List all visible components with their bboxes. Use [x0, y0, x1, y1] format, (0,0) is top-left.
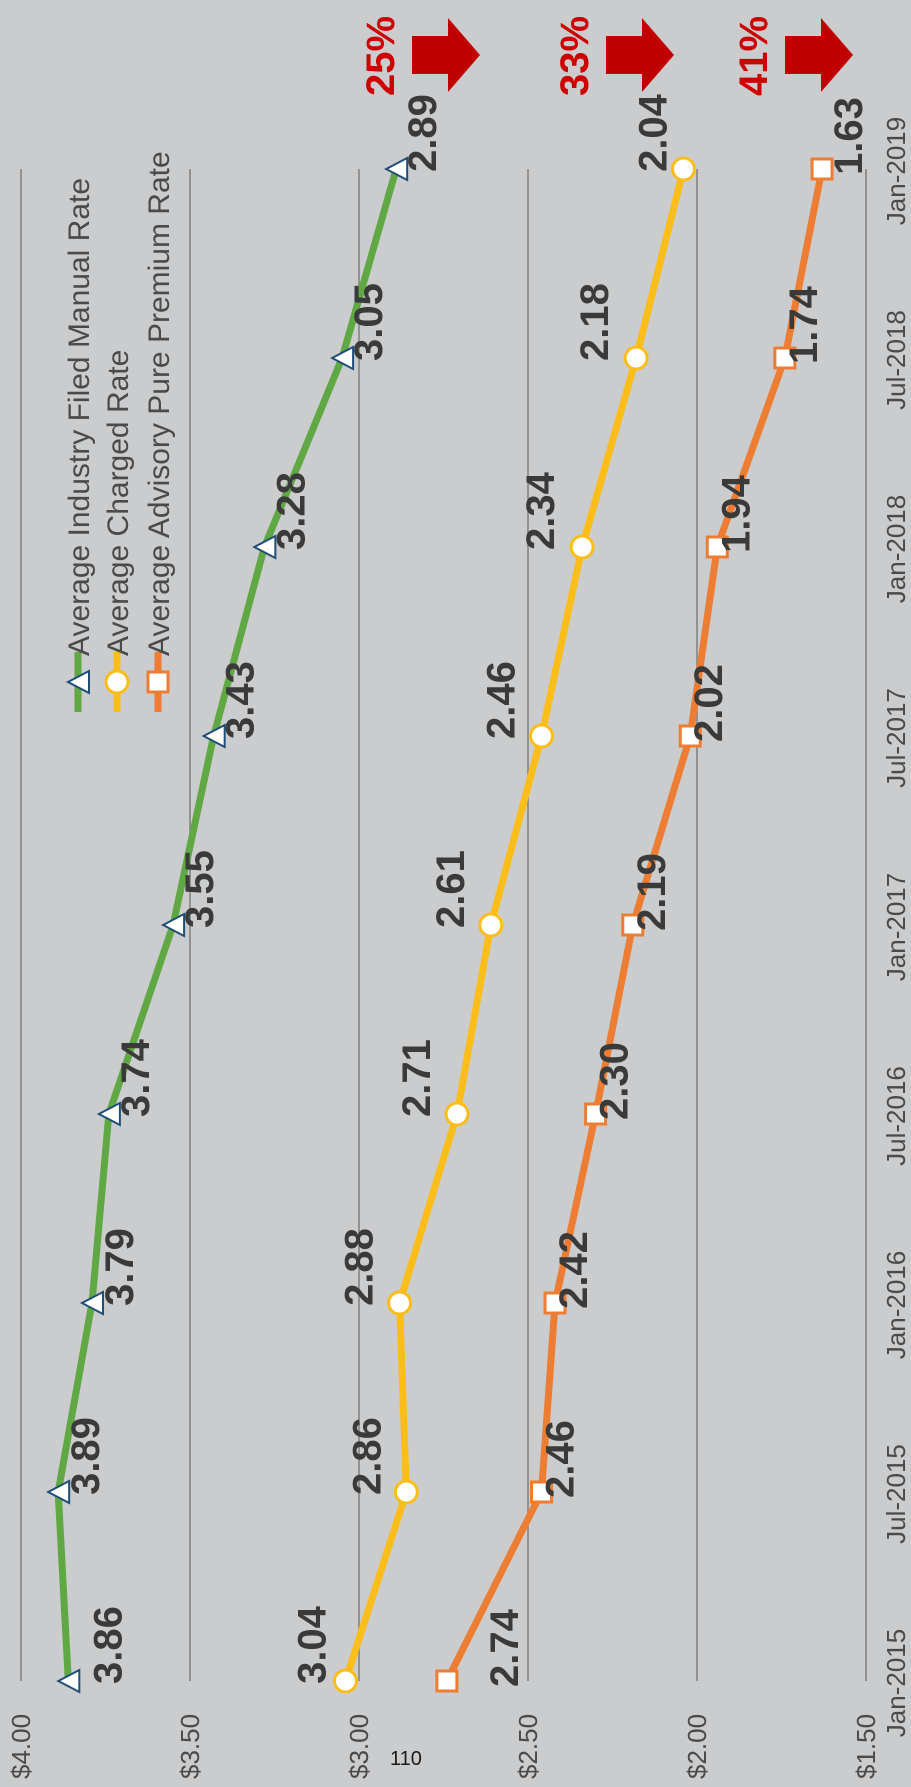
data-label: 3.28 [269, 472, 313, 550]
data-label: 2.74 [483, 1608, 527, 1687]
data-label: 2.71 [395, 1039, 439, 1117]
decline-annotation: 33% [553, 16, 674, 96]
decline-percent: 33% [553, 16, 597, 96]
series-1: 3.04 2.86 2.88 2.71 2.61 2.46 2.34 2.18 2.04 [290, 93, 696, 1694]
data-point [530, 1480, 554, 1504]
decline-annotation: 25% [359, 16, 480, 96]
y-tick-label: $1.50 [851, 1714, 881, 1779]
data-point [96, 1101, 121, 1127]
data-point [773, 346, 797, 370]
arrow-icon [412, 18, 480, 92]
data-point [569, 534, 595, 560]
data-label: 2.18 [573, 283, 617, 361]
data-point [678, 724, 702, 748]
x-tick-label: Jan-2019 [881, 117, 911, 225]
data-label: 3.04 [290, 1605, 334, 1684]
decline-annotation: 41% [732, 16, 853, 96]
data-point [387, 1290, 413, 1316]
data-label: 2.04 [631, 93, 675, 172]
series-2: 2.74 2.46 2.42 2.30 2.19 2.02 1.94 1.74 1.63 [435, 97, 871, 1693]
x-tick-label: Jul-2017 [881, 688, 911, 788]
decline-percent: 25% [359, 16, 403, 96]
data-label: 3.43 [219, 661, 263, 739]
data-point [810, 157, 834, 181]
data-point [444, 1101, 470, 1127]
y-tick-label: $2.50 [513, 1714, 543, 1779]
data-point [252, 534, 277, 560]
x-tick-label: Jul-2016 [881, 1066, 911, 1166]
page-number: 110 [390, 1748, 422, 1770]
data-point [201, 723, 226, 749]
x-tick-label: Jul-2018 [881, 310, 911, 410]
data-label: 3.74 [114, 1038, 158, 1117]
legend-label: Average Advisory Pure Premium Rate [143, 151, 176, 656]
data-point [146, 670, 170, 694]
data-label: 2.61 [429, 850, 473, 928]
data-point [56, 1668, 81, 1694]
data-point [332, 1668, 358, 1694]
legend: Average Industry Filed Manual Rate Averag… [63, 151, 176, 712]
data-label: 3.89 [64, 1417, 108, 1495]
x-tick-label: Jan-2017 [881, 873, 911, 981]
y-tick-label: $3.50 [175, 1714, 205, 1779]
gridlines [20, 169, 867, 1681]
y-tick-label: $3.00 [344, 1714, 374, 1779]
data-point [384, 156, 409, 182]
decline-percent: 41% [732, 16, 776, 96]
arrow-icon [785, 18, 853, 92]
data-label: 3.86 [86, 1606, 130, 1684]
y-tick-label: $2.00 [682, 1714, 712, 1779]
data-point [329, 345, 355, 371]
data-point [104, 669, 130, 695]
data-label: 2.19 [630, 853, 674, 931]
arrow-icon [606, 18, 674, 92]
data-label: 1.63 [827, 97, 871, 175]
data-label: 2.46 [480, 661, 524, 739]
data-label: 3.55 [178, 850, 222, 928]
x-tick-label: Jan-2015 [881, 1629, 911, 1737]
legend-label: Average Charged Rate [102, 350, 135, 656]
data-point [435, 1669, 459, 1693]
x-tick-label: Jan-2016 [881, 1251, 911, 1359]
data-label: 2.30 [593, 1042, 637, 1120]
data-label: 2.46 [539, 1420, 583, 1498]
data-point [529, 723, 555, 749]
data-point [670, 156, 696, 182]
data-label: 1.74 [782, 285, 826, 364]
data-point [478, 912, 504, 938]
data-label: 3.79 [98, 1228, 142, 1306]
data-point [393, 1479, 419, 1505]
series-0: 3.86 3.89 3.79 3.74 3.55 3.43 3.28 3.05 2.89 [46, 94, 445, 1694]
data-label: 2.86 [345, 1417, 389, 1495]
data-point [79, 1290, 104, 1316]
y-tick-label: $4.00 [6, 1714, 36, 1779]
data-point [623, 345, 649, 371]
data-point [705, 535, 729, 559]
data-label: 2.42 [552, 1231, 596, 1309]
data-label: 1.94 [714, 474, 758, 553]
data-point [621, 913, 645, 937]
x-tick-label: Jan-2018 [881, 495, 911, 603]
data-label: 2.02 [687, 664, 731, 742]
data-point [160, 912, 186, 938]
data-label: 2.88 [338, 1228, 382, 1306]
data-label: 2.89 [401, 94, 445, 172]
legend-label: Average Industry Filed Manual Rate [63, 178, 96, 656]
data-point [543, 1291, 567, 1315]
data-label: 3.05 [347, 283, 391, 361]
data-point [46, 1479, 71, 1505]
data-label: 2.34 [519, 471, 563, 550]
x-tick-label: Jul-2015 [881, 1444, 911, 1544]
data-point [584, 1102, 608, 1126]
data-point [65, 669, 90, 695]
